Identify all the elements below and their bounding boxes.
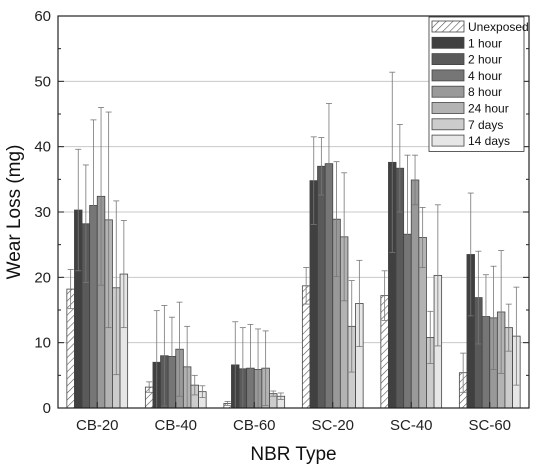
y-tick-label: 20 xyxy=(34,269,51,286)
legend-label: 7 days xyxy=(468,118,503,132)
y-tick-label: 30 xyxy=(34,204,51,221)
legend-label: 2 hour xyxy=(468,53,502,67)
legend-label: 14 days xyxy=(468,134,510,148)
y-tick-label: 60 xyxy=(34,8,51,25)
y-tick-label: 0 xyxy=(43,400,51,417)
x-axis-title: NBR Type xyxy=(250,444,336,465)
legend-label: 1 hour xyxy=(468,36,502,50)
x-tick-label: CB-40 xyxy=(154,417,197,434)
legend-swatch xyxy=(431,36,465,49)
bar xyxy=(317,165,326,409)
y-tick-label: 50 xyxy=(34,73,51,90)
x-tick-label: CB-60 xyxy=(233,417,276,434)
y-axis-title: Wear Loss (mg) xyxy=(4,145,25,280)
legend-label: 8 hour xyxy=(468,85,502,99)
legend-swatch xyxy=(431,134,465,147)
x-tick-label: SC-20 xyxy=(311,417,354,434)
legend-label: 4 hour xyxy=(468,69,502,83)
legend: Unexposed 1 hour 2 hour 4 hour 8 hour 24 hour… xyxy=(428,16,529,152)
legend-swatch xyxy=(431,118,465,131)
x-tick-label: SC-60 xyxy=(468,417,511,434)
legend-swatch xyxy=(431,53,465,65)
legend-swatch xyxy=(431,69,465,82)
x-tick-label: CB-20 xyxy=(76,417,119,434)
bar xyxy=(410,179,420,409)
y-tick-label: 40 xyxy=(34,139,51,156)
legend-swatch xyxy=(431,85,465,98)
y-tick-label: 10 xyxy=(34,335,51,352)
legend-label: 24 hour xyxy=(468,102,509,116)
legend-label: Unexposed xyxy=(468,20,529,34)
legend-swatch xyxy=(431,102,465,114)
legend-swatch xyxy=(431,20,465,33)
x-tick-label: SC-40 xyxy=(390,417,433,434)
